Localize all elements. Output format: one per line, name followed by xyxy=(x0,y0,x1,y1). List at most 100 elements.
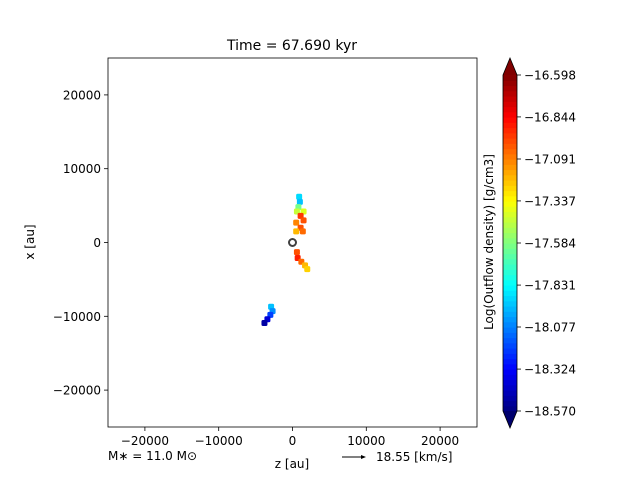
colorbar-segment xyxy=(503,201,517,207)
colorbar-segment xyxy=(503,85,517,92)
colorbar-ticks: −18.570 −18.324 −18.077 −17.831 −17.584 −17.3… xyxy=(517,69,576,419)
colorbar-segment xyxy=(503,311,517,318)
colorbar-tick-label: −16.844 xyxy=(524,110,576,124)
colorbar-segment xyxy=(503,122,517,129)
colorbar-segment xyxy=(503,211,517,218)
colorbar-tick-label: −17.091 xyxy=(524,153,576,167)
colorbar-label: Log(Outflow density) [g/cm3] xyxy=(482,154,496,330)
x-tick-label: 10000 xyxy=(347,434,385,448)
colorbar-segment xyxy=(503,342,517,349)
y-tick-label: 10000 xyxy=(63,162,101,176)
colorbar-tick-label: −18.324 xyxy=(524,363,576,377)
colorbar-segment xyxy=(503,174,517,181)
colorbar-segment xyxy=(503,159,517,165)
colorbar-tick-label: −17.337 xyxy=(524,194,576,208)
star-marker xyxy=(288,238,297,247)
colorbar-segment xyxy=(503,232,517,239)
x-axis-ticks: −20000 −10000 0 10000 20000 xyxy=(121,427,459,448)
colorbar-segment xyxy=(503,227,517,234)
colorbar-segment xyxy=(503,353,517,360)
colorbar-segment xyxy=(503,127,517,134)
colorbar-segment xyxy=(503,111,517,118)
density-patch xyxy=(293,219,300,226)
density-patch xyxy=(296,198,303,205)
colorbar-tick-label: −17.584 xyxy=(524,237,576,251)
y-tick-label: 20000 xyxy=(63,88,101,102)
colorbar-segment xyxy=(503,180,517,186)
colorbar-segment xyxy=(503,337,517,344)
colorbar-tick-label: −17.831 xyxy=(524,279,576,293)
colorbar-segment xyxy=(503,384,517,391)
colorbar-segment xyxy=(503,153,517,160)
colorbar xyxy=(502,56,518,430)
colorbar-extend-max xyxy=(503,58,517,75)
colorbar-segment xyxy=(503,395,517,402)
density-patch xyxy=(299,228,306,235)
colorbar-segment xyxy=(503,80,517,87)
colorbar-tick-label: −16.598 xyxy=(524,69,576,83)
density-patch xyxy=(261,319,268,326)
colorbar-segment xyxy=(503,164,517,171)
density-patch xyxy=(293,249,300,256)
colorbar-segment xyxy=(503,258,517,265)
colorbar-segment xyxy=(503,290,517,297)
colorbar-extend-min xyxy=(503,411,517,428)
colorbar-segment xyxy=(503,106,517,113)
colorbar-segment xyxy=(503,379,517,386)
colorbar-segment xyxy=(503,169,517,176)
colorbar-segment xyxy=(503,216,517,223)
colorbar-segment xyxy=(503,237,517,244)
colorbar-segment xyxy=(503,143,517,150)
colorbar-segment xyxy=(503,369,517,375)
density-patch xyxy=(296,193,303,200)
colorbar-tick-label: −18.077 xyxy=(524,321,576,335)
colorbar-segment xyxy=(503,90,517,97)
colorbar-segment xyxy=(503,185,517,192)
colorbar-segment xyxy=(503,117,517,123)
colorbar-segment xyxy=(503,206,517,213)
colorbar-segment xyxy=(503,190,517,197)
plot-frame xyxy=(107,57,478,428)
colorbar-segment xyxy=(503,195,517,202)
colorbar-segment xyxy=(503,285,517,291)
x-tick-label: −20000 xyxy=(121,434,169,448)
x-tick-label: 20000 xyxy=(421,434,459,448)
y-tick-label: 0 xyxy=(93,236,101,250)
colorbar-segment xyxy=(503,148,517,155)
colorbar-segment xyxy=(503,264,517,270)
density-patch xyxy=(300,217,307,224)
colorbar-segment xyxy=(503,274,517,281)
colorbar-segment xyxy=(503,363,517,370)
colorbar-segment xyxy=(503,269,517,276)
y-axis-label: x [au] xyxy=(23,224,37,259)
density-patch xyxy=(304,266,311,273)
velocity-key-arrow xyxy=(342,455,366,459)
colorbar-segment xyxy=(503,332,517,339)
density-patch xyxy=(293,228,300,235)
colorbar-segment xyxy=(503,295,517,302)
y-axis-ticks: −20000 −10000 0 10000 20000 xyxy=(53,88,108,398)
x-tick-label: 0 xyxy=(289,434,297,448)
colorbar-segment xyxy=(503,306,517,312)
y-tick-label: −10000 xyxy=(53,310,101,324)
star-circle xyxy=(288,238,297,247)
y-tick-label: −20000 xyxy=(53,384,101,398)
colorbar-segment xyxy=(503,101,517,108)
colorbar-segment xyxy=(503,253,517,260)
colorbar-segment xyxy=(503,405,517,412)
colorbar-segment xyxy=(503,132,517,139)
chart-title: Time = 67.690 kyr xyxy=(226,38,357,54)
colorbar-segment xyxy=(503,96,517,102)
colorbar-segment xyxy=(503,316,517,323)
colorbar-tick-label: −18.570 xyxy=(524,405,576,419)
outflow-density-patches xyxy=(261,193,311,326)
colorbar-segment xyxy=(503,222,517,228)
colorbar-segment xyxy=(503,348,517,354)
colorbar-segment xyxy=(503,75,517,81)
colorbar-segment xyxy=(503,400,517,407)
density-patch xyxy=(293,208,300,215)
colorbar-segment xyxy=(503,248,517,255)
colorbar-segment xyxy=(503,327,517,333)
colorbar-segment xyxy=(503,243,517,249)
colorbar-segment xyxy=(503,321,517,328)
